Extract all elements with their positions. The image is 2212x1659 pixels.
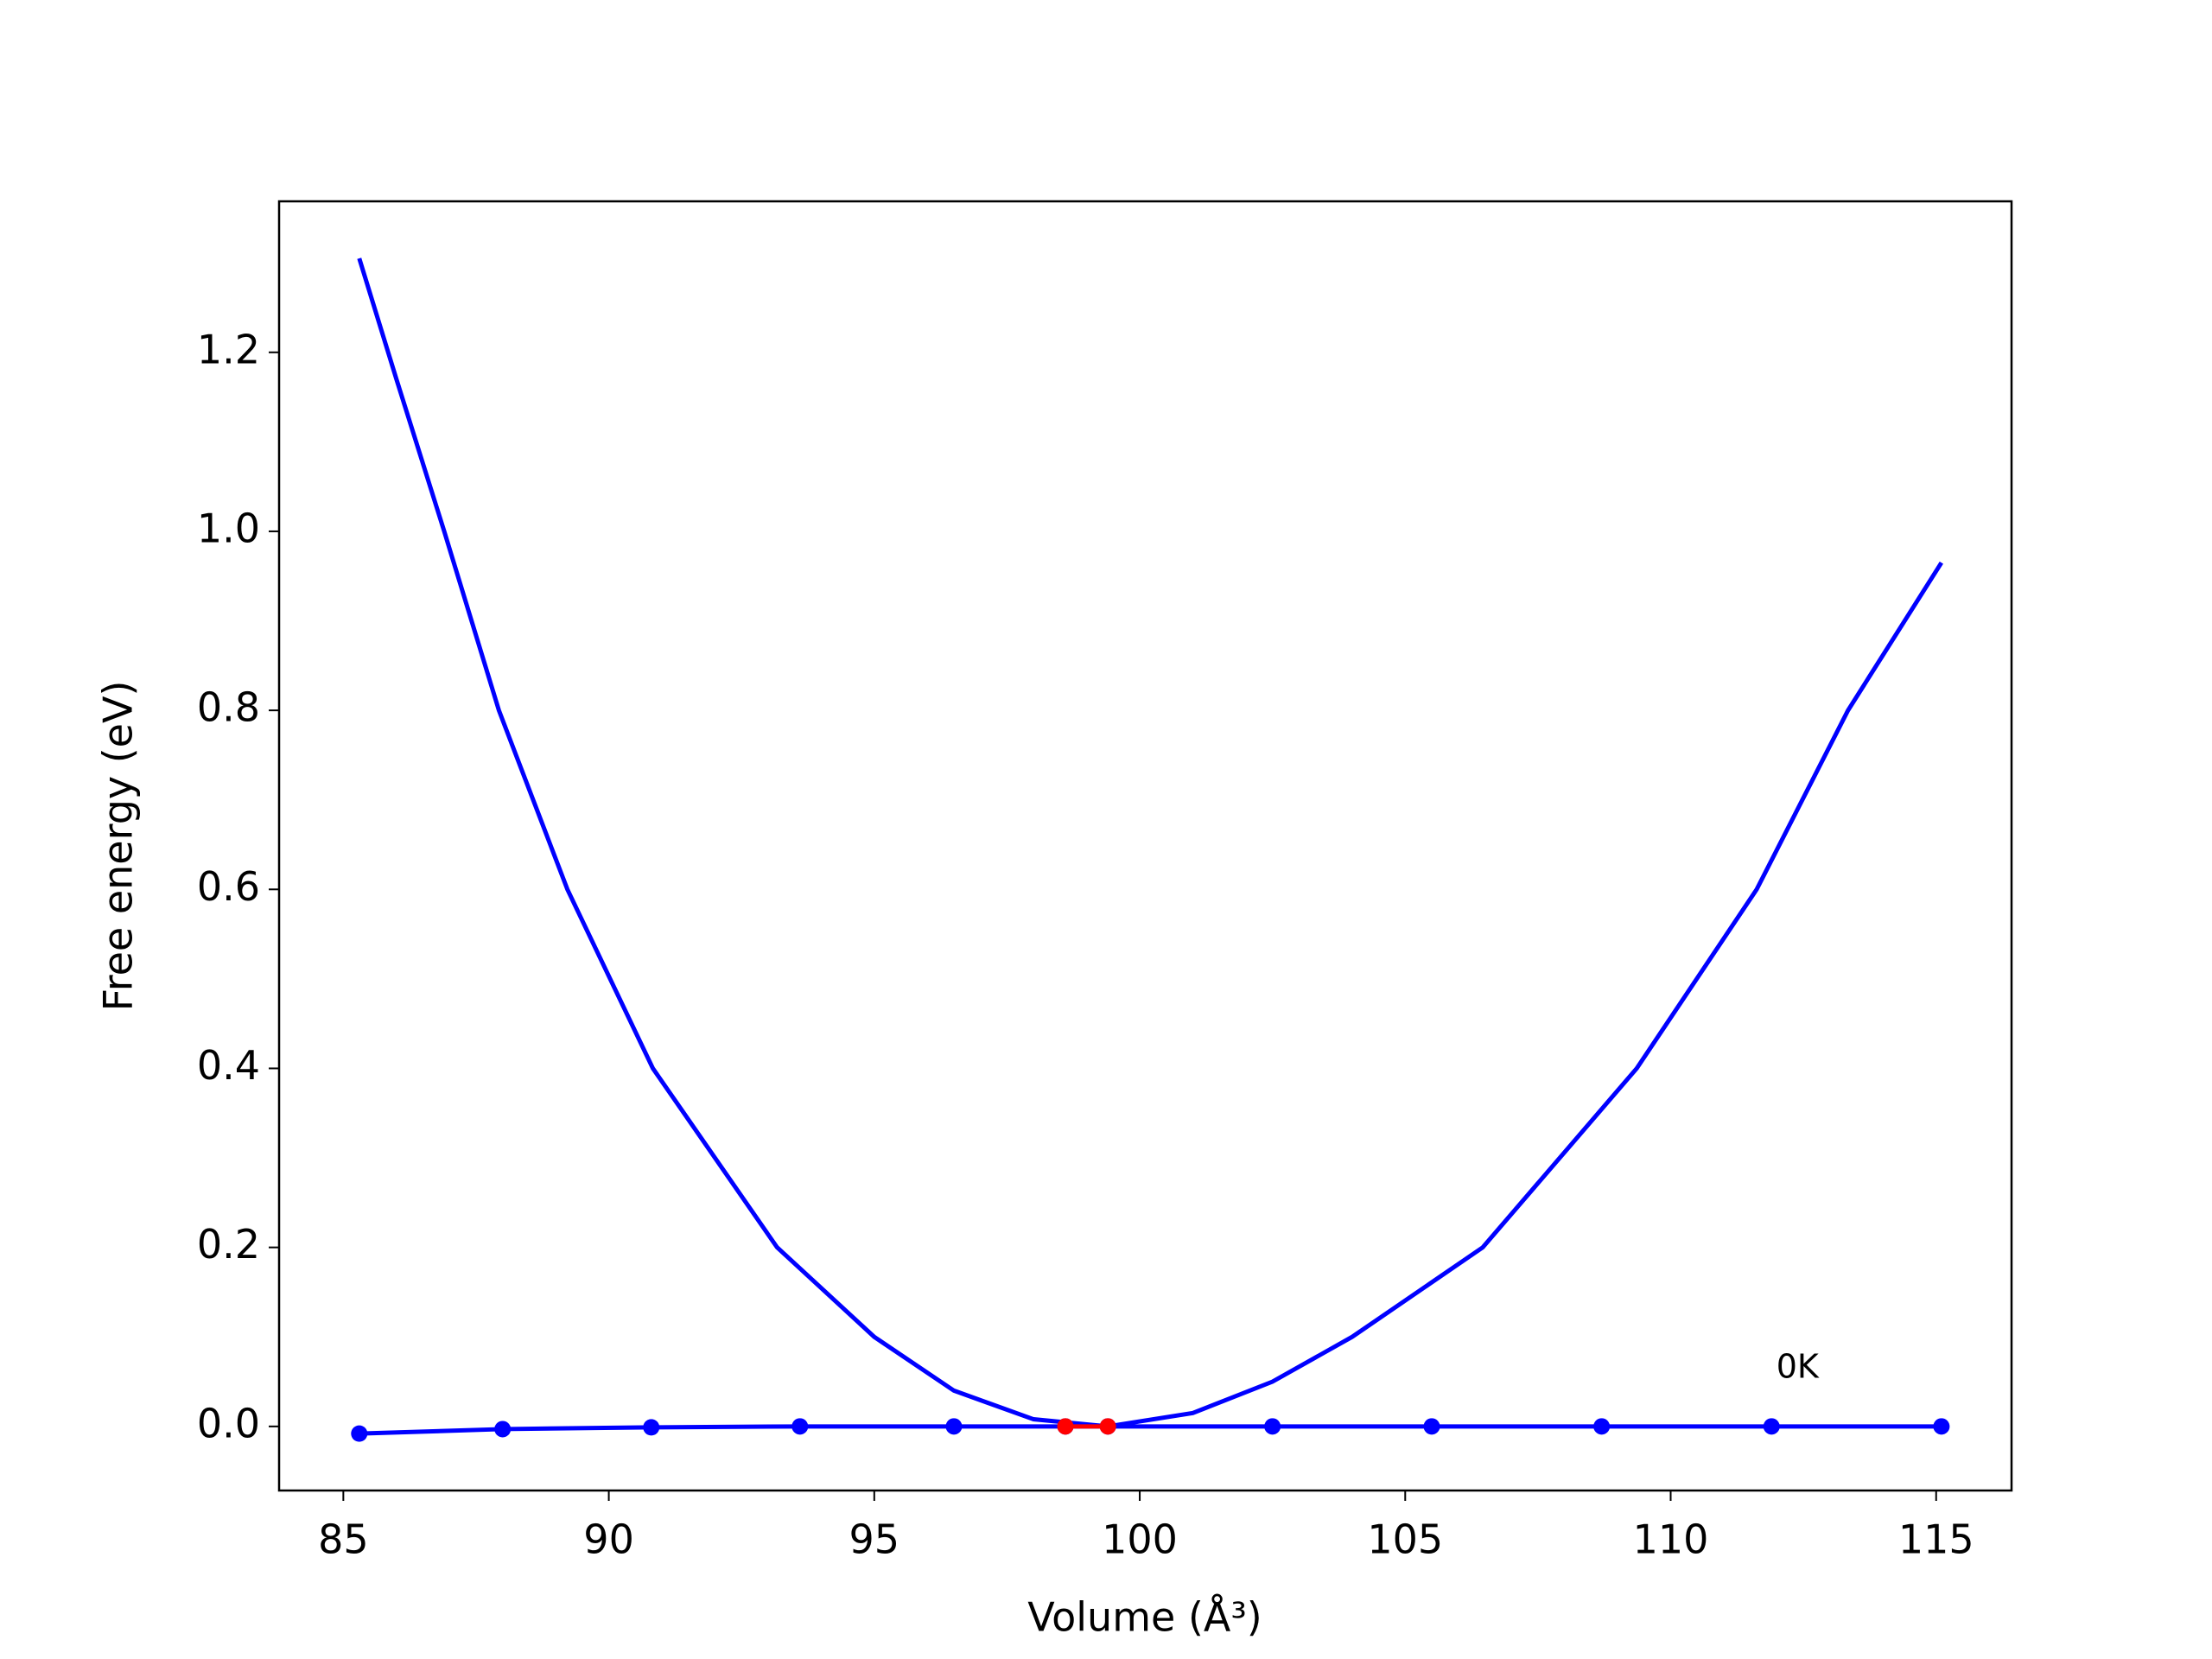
data-point: [643, 1419, 660, 1436]
data-point: [351, 1425, 368, 1442]
data-point: [1264, 1418, 1281, 1435]
x-tick-label: 85: [318, 1516, 369, 1563]
data-point: [1423, 1418, 1440, 1435]
data-point: [1099, 1418, 1116, 1435]
y-tick-label: 0.6: [197, 863, 260, 910]
data-point: [494, 1421, 512, 1438]
y-tick-label: 1.2: [197, 326, 260, 372]
y-tick-label: 0.0: [197, 1400, 260, 1446]
series-line: [357, 257, 1944, 1429]
x-tick-label: 115: [1898, 1516, 1974, 1563]
data-point: [945, 1418, 963, 1435]
x-tick-label: 95: [849, 1516, 900, 1563]
plot-frame: [277, 200, 2013, 1492]
data-point: [1057, 1418, 1074, 1435]
data-point: [1933, 1418, 1950, 1435]
x-axis-label: Volume (Å³): [1027, 1594, 1262, 1641]
annotation: 0K: [1777, 1347, 1820, 1385]
x-tick-label: 100: [1102, 1516, 1178, 1563]
data-point: [791, 1418, 809, 1435]
y-axis-label: Free energy (eV): [95, 681, 142, 1012]
data-point: [1763, 1418, 1780, 1435]
y-tick-label: 0.2: [197, 1221, 260, 1268]
y-tick-label: 0.8: [197, 684, 260, 731]
x-tick-label: 90: [583, 1516, 634, 1563]
data-point: [1593, 1418, 1611, 1435]
x-tick-label: 105: [1367, 1516, 1443, 1563]
x-tick-label: 110: [1633, 1516, 1709, 1563]
y-tick-label: 1.0: [197, 505, 260, 551]
y-tick-label: 0.4: [197, 1042, 260, 1089]
